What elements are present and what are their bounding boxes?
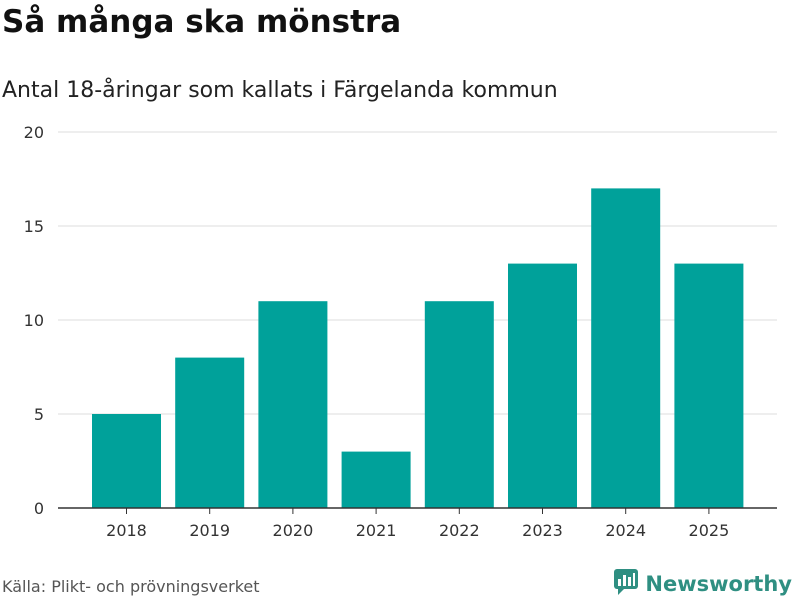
x-tick-label-2025: 2025 (689, 521, 730, 540)
y-tick-label-20: 20 (24, 123, 44, 142)
bar-2018 (92, 414, 161, 508)
bar-2020 (258, 301, 327, 508)
x-tick-label-2022: 2022 (439, 521, 480, 540)
y-tick-label-15: 15 (24, 217, 44, 236)
bar-2025 (674, 264, 743, 508)
y-tick-label-5: 5 (34, 405, 44, 424)
bar-2019 (175, 358, 244, 508)
brand-logo[interactable]: Newsworthy (613, 569, 792, 599)
x-tick-label-2021: 2021 (356, 521, 397, 540)
bar-2023 (508, 264, 577, 508)
source-note: Källa: Plikt- och prövningsverket (2, 577, 260, 596)
bar-2024 (591, 188, 660, 508)
bar-2021 (342, 452, 411, 508)
bar-chart: 0 5 10 15 20 2018 2019 2020 2021 2022 2023 2024 2025 (0, 0, 800, 600)
x-tick-label-2019: 2019 (189, 521, 230, 540)
x-tick-label-2024: 2024 (605, 521, 646, 540)
x-tick-label-2020: 2020 (273, 521, 314, 540)
y-tick-label-10: 10 (24, 311, 44, 330)
x-tick-label-2023: 2023 (522, 521, 563, 540)
bar-2022 (425, 301, 494, 508)
x-tick-label-2018: 2018 (106, 521, 147, 540)
brand-name: Newsworthy (645, 572, 792, 596)
newsworthy-logo-icon (613, 568, 639, 600)
y-tick-label-0: 0 (34, 499, 44, 518)
